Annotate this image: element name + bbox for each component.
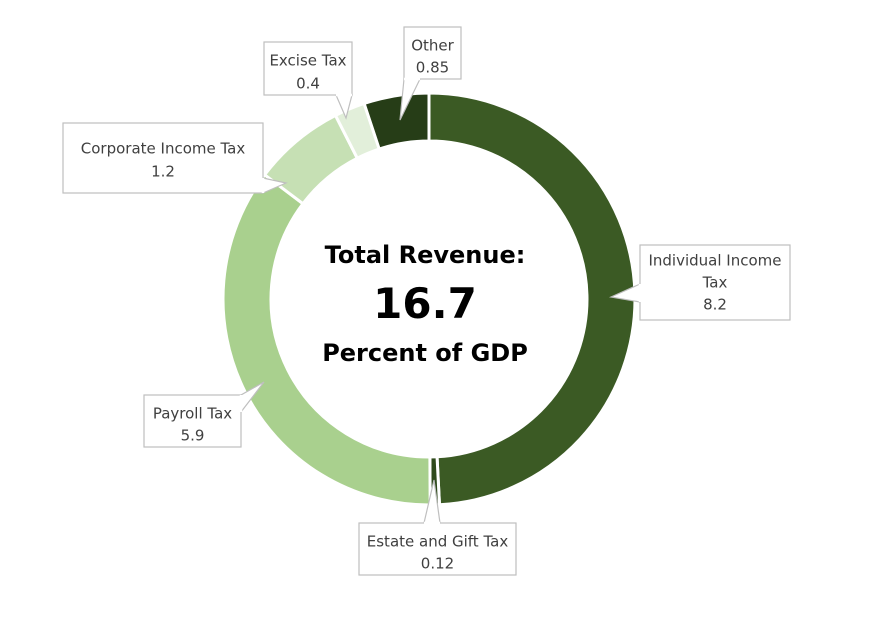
- callout-other: Other 0.85: [399, 26, 462, 121]
- center-label: Total Revenue: 16.7 Percent of GDP: [322, 241, 528, 367]
- center-label-value: 16.7: [373, 279, 477, 328]
- callout-individual-income-tax: Individual Income Tax 8.2: [608, 244, 791, 321]
- callout-excise-tax: Excise Tax 0.4: [263, 41, 353, 120]
- callout-box: [358, 522, 517, 576]
- slice-callouts: Individual Income Tax 8.2 Estate and Gift T…: [62, 26, 791, 576]
- center-label-line1: Total Revenue:: [325, 241, 526, 269]
- callout-label: Individual Income: [648, 252, 781, 270]
- callout-box: [403, 26, 462, 80]
- slice-other: [362, 91, 431, 151]
- callout-box: [143, 394, 242, 448]
- slice-individual-income-tax: [427, 91, 637, 507]
- callout-label: Corporate Income Tax: [81, 140, 246, 158]
- callout-value: 0.85: [416, 59, 449, 77]
- callout-label: Estate and Gift Tax: [367, 533, 509, 551]
- callout-label: Other: [411, 37, 454, 55]
- callout-label: Payroll Tax: [153, 405, 232, 423]
- callout-corporate-income-tax: Corporate Income Tax 1.2: [62, 122, 288, 194]
- callout-value: 0.12: [421, 555, 454, 573]
- callout-box: [263, 41, 353, 96]
- callout-payroll-tax: Payroll Tax 5.9: [143, 381, 265, 448]
- callout-value: 5.9: [181, 427, 205, 445]
- callout-estate-and-gift-tax: Estate and Gift Tax 0.12: [358, 479, 517, 576]
- callout-value: 0.4: [296, 75, 320, 93]
- center-label-line3: Percent of GDP: [322, 339, 528, 367]
- callout-box: [62, 122, 264, 194]
- callout-label: Excise Tax: [269, 52, 346, 70]
- callout-box: [639, 244, 791, 321]
- callout-label: Tax: [702, 274, 728, 292]
- callout-value: 8.2: [703, 296, 727, 314]
- callout-value: 1.2: [151, 163, 175, 181]
